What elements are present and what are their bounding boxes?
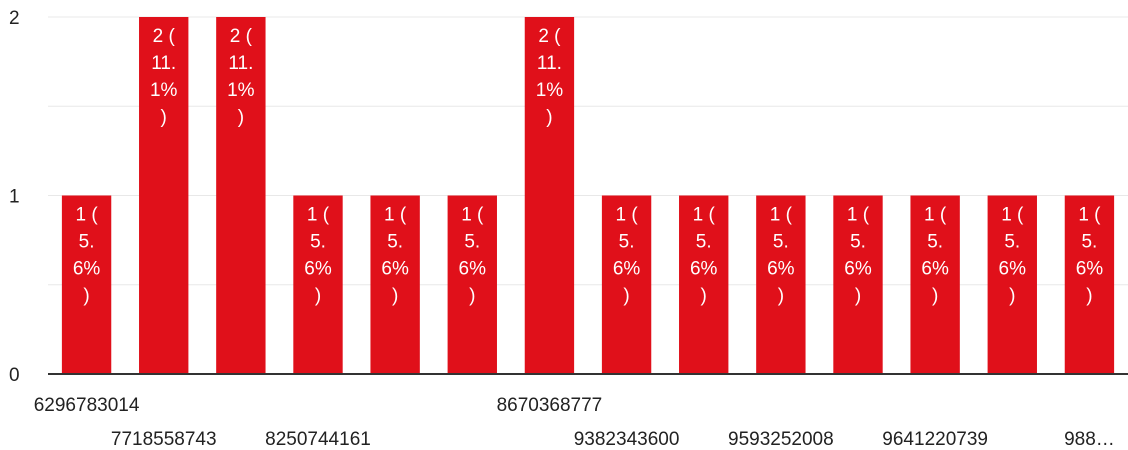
x-tick-label: 8250744161	[265, 429, 371, 450]
bar-data-label: 1 (5. 6%)	[1076, 205, 1104, 307]
grid-lines	[48, 16, 1128, 286]
x-axis-ticks: 6296783014 7718558743 8250744161 8670368777…	[34, 395, 1115, 450]
bar-data-label: 1 (5. 6%)	[381, 205, 409, 307]
bar	[524, 17, 575, 374]
bar	[216, 17, 266, 374]
x-tick-label: 8670368777	[497, 395, 603, 416]
bar	[61, 195, 112, 374]
bar	[679, 195, 729, 374]
x-tick-label: 6296783014	[34, 395, 140, 416]
x-tick-label: 7718558743	[111, 429, 217, 450]
bar-data-label: 1 (5. 6%)	[459, 205, 487, 307]
bar	[756, 195, 806, 374]
y-axis-ticks: 0 1 2	[9, 8, 20, 386]
bar-data-label: 1 (5. 6%)	[999, 205, 1027, 307]
x-tick-label: 9382343600	[574, 429, 680, 450]
x-tick-label: 9641220739	[882, 429, 988, 450]
bar	[987, 195, 1037, 374]
bar-data-label: 1 (5. 6%)	[844, 205, 872, 307]
bar-data-label: 1 (5. 6%)	[690, 205, 718, 307]
bar	[910, 195, 960, 374]
bar	[139, 17, 189, 374]
bar	[1064, 195, 1115, 374]
y-tick-label: 2	[9, 8, 20, 29]
bar-data-label: 1 (5. 6%)	[767, 205, 795, 307]
x-tick-label: 988…	[1064, 429, 1115, 450]
bar	[293, 195, 343, 374]
bar-data-label: 1 (5. 6%)	[304, 205, 332, 307]
x-tick-label: 9593252008	[728, 429, 834, 450]
bars	[61, 17, 1115, 374]
y-tick-label: 1	[9, 187, 20, 208]
bar-data-label: 2 (11. 1%)	[536, 26, 564, 128]
bar	[833, 195, 883, 374]
bar-data-label: 1 (5. 6%)	[73, 205, 101, 307]
bar	[370, 195, 420, 374]
bar-data-labels: 1 (5. 6%) 2 (11. 1%) 2 (11. 1%) 1 (5. 6%) 1 (5. 6…	[73, 26, 1103, 307]
bar-data-label: 2 (11. 1%)	[150, 26, 178, 128]
bar	[601, 195, 652, 374]
y-tick-label: 0	[9, 365, 20, 386]
bar	[447, 195, 497, 374]
bar-data-label: 1 (5. 6%)	[613, 205, 641, 307]
bar-data-label: 1 (5. 6%)	[921, 205, 949, 307]
bar-data-label: 2 (11. 1%)	[227, 26, 255, 128]
